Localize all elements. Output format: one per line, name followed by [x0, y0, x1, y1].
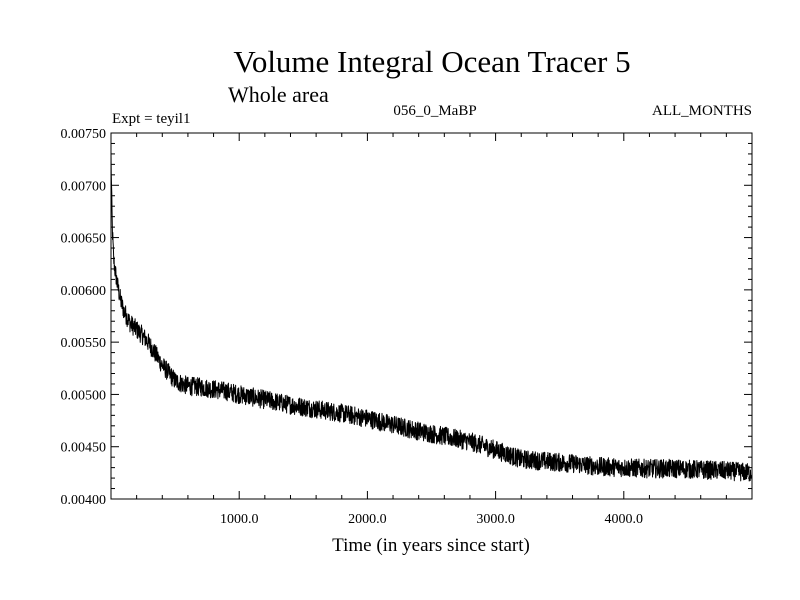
x-tick-labels: 1000.0 2000.0 3000.0 4000.0	[220, 512, 643, 527]
header-left: Expt = teyil1	[112, 111, 190, 127]
chart-title: Volume Integral Ocean Tracer 5	[233, 44, 630, 79]
x-tick-label: 1000.0	[220, 512, 259, 527]
y-tick-label: 0.00700	[61, 179, 107, 194]
x-axis-label: Time (in years since start)	[332, 535, 530, 556]
y-tick-label: 0.00750	[61, 127, 107, 142]
chart-subtitle: Whole area	[228, 82, 329, 107]
x-tick-label: 4000.0	[605, 512, 644, 527]
x-tick-label: 3000.0	[476, 512, 515, 527]
plot-frame	[110, 132, 753, 500]
x-tick-label: 2000.0	[348, 512, 387, 527]
y-tick-labels: 0.00400 0.00450 0.00500 0.00550 0.00600 0.006…	[61, 127, 107, 508]
series-line	[110, 150, 753, 482]
tick-group	[111, 132, 752, 500]
header-right: ALL_MONTHS	[652, 103, 752, 119]
y-tick-label: 0.00600	[61, 284, 107, 299]
y-tick-label: 0.00550	[61, 336, 107, 351]
y-tick-label: 0.00400	[61, 493, 107, 508]
header-center: 056_0_MaBP	[393, 103, 476, 119]
y-tick-label: 0.00500	[61, 388, 107, 403]
y-tick-label: 0.00450	[61, 441, 107, 456]
y-tick-label: 0.00650	[61, 232, 107, 247]
